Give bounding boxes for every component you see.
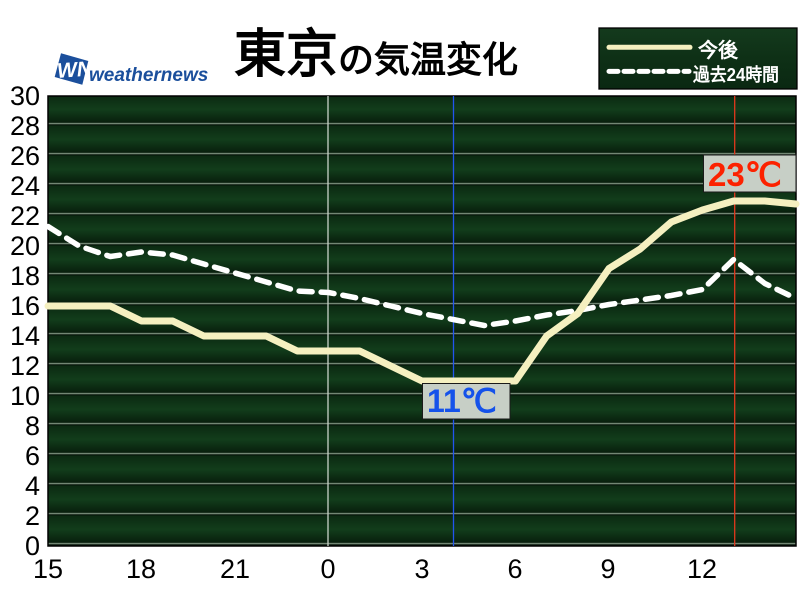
- svg-text:8: 8: [25, 411, 40, 441]
- svg-text:18: 18: [126, 554, 156, 584]
- svg-text:11℃: 11℃: [427, 383, 497, 419]
- svg-text:24: 24: [10, 171, 40, 201]
- svg-text:6: 6: [25, 441, 40, 471]
- svg-text:10: 10: [10, 381, 40, 411]
- svg-text:12: 12: [687, 554, 717, 584]
- svg-text:2: 2: [25, 501, 40, 531]
- svg-text:22: 22: [10, 201, 40, 231]
- svg-text:28: 28: [10, 111, 40, 141]
- svg-text:12: 12: [10, 351, 40, 381]
- svg-text:4: 4: [25, 471, 40, 501]
- svg-text:26: 26: [10, 141, 40, 171]
- svg-text:9: 9: [600, 554, 615, 584]
- svg-text:23℃: 23℃: [708, 156, 782, 193]
- svg-text:3: 3: [414, 554, 429, 584]
- svg-text:18: 18: [10, 261, 40, 291]
- svg-text:20: 20: [10, 231, 40, 261]
- svg-text:16: 16: [10, 291, 40, 321]
- svg-text:15: 15: [33, 554, 63, 584]
- svg-text:21: 21: [220, 554, 250, 584]
- svg-text:6: 6: [507, 554, 522, 584]
- svg-text:14: 14: [10, 321, 40, 351]
- svg-text:30: 30: [10, 81, 40, 111]
- svg-text:0: 0: [320, 554, 335, 584]
